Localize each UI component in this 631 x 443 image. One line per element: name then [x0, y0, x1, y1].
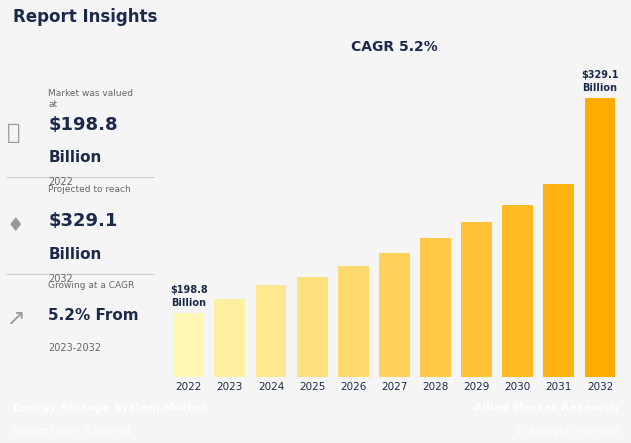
Bar [461, 222, 492, 443]
Text: $329.1: $329.1 [48, 212, 117, 230]
Text: Report Code: A280994: Report Code: A280994 [13, 427, 131, 437]
Text: 2032: 2032 [48, 274, 73, 284]
Text: 2022: 2022 [48, 177, 73, 187]
Bar [584, 98, 615, 443]
Text: Energy Storage System Market: Energy Storage System Market [13, 403, 207, 413]
Bar [502, 205, 533, 443]
Bar [256, 285, 286, 443]
Text: Billion: Billion [48, 150, 102, 165]
Text: © All right reserved: © All right reserved [515, 427, 618, 437]
Text: CAGR 5.2%: CAGR 5.2% [351, 40, 438, 54]
Text: Growing at a CAGR: Growing at a CAGR [48, 281, 134, 290]
Bar [543, 184, 574, 443]
Text: 2023-2032: 2023-2032 [48, 343, 101, 353]
Bar [420, 238, 451, 443]
Text: $198.8: $198.8 [48, 116, 118, 134]
Text: ♦: ♦ [6, 216, 24, 235]
Bar [297, 277, 327, 443]
Text: $198.8
Billion: $198.8 Billion [170, 285, 208, 307]
Text: ↗: ↗ [6, 308, 25, 328]
Bar [174, 313, 204, 443]
Text: $329.1
Billion: $329.1 Billion [581, 70, 619, 93]
Text: Ⓜ: Ⓜ [6, 123, 20, 144]
Text: Projected to reach: Projected to reach [48, 185, 131, 194]
Text: Market was valued
at: Market was valued at [48, 89, 133, 109]
Text: Billion: Billion [48, 247, 102, 262]
Bar [338, 266, 369, 443]
Text: Report Insights: Report Insights [13, 8, 157, 26]
Bar [215, 299, 245, 443]
Bar [379, 253, 410, 443]
Text: Allied Market Research: Allied Market Research [474, 403, 618, 413]
Text: 5.2% From: 5.2% From [48, 308, 139, 323]
